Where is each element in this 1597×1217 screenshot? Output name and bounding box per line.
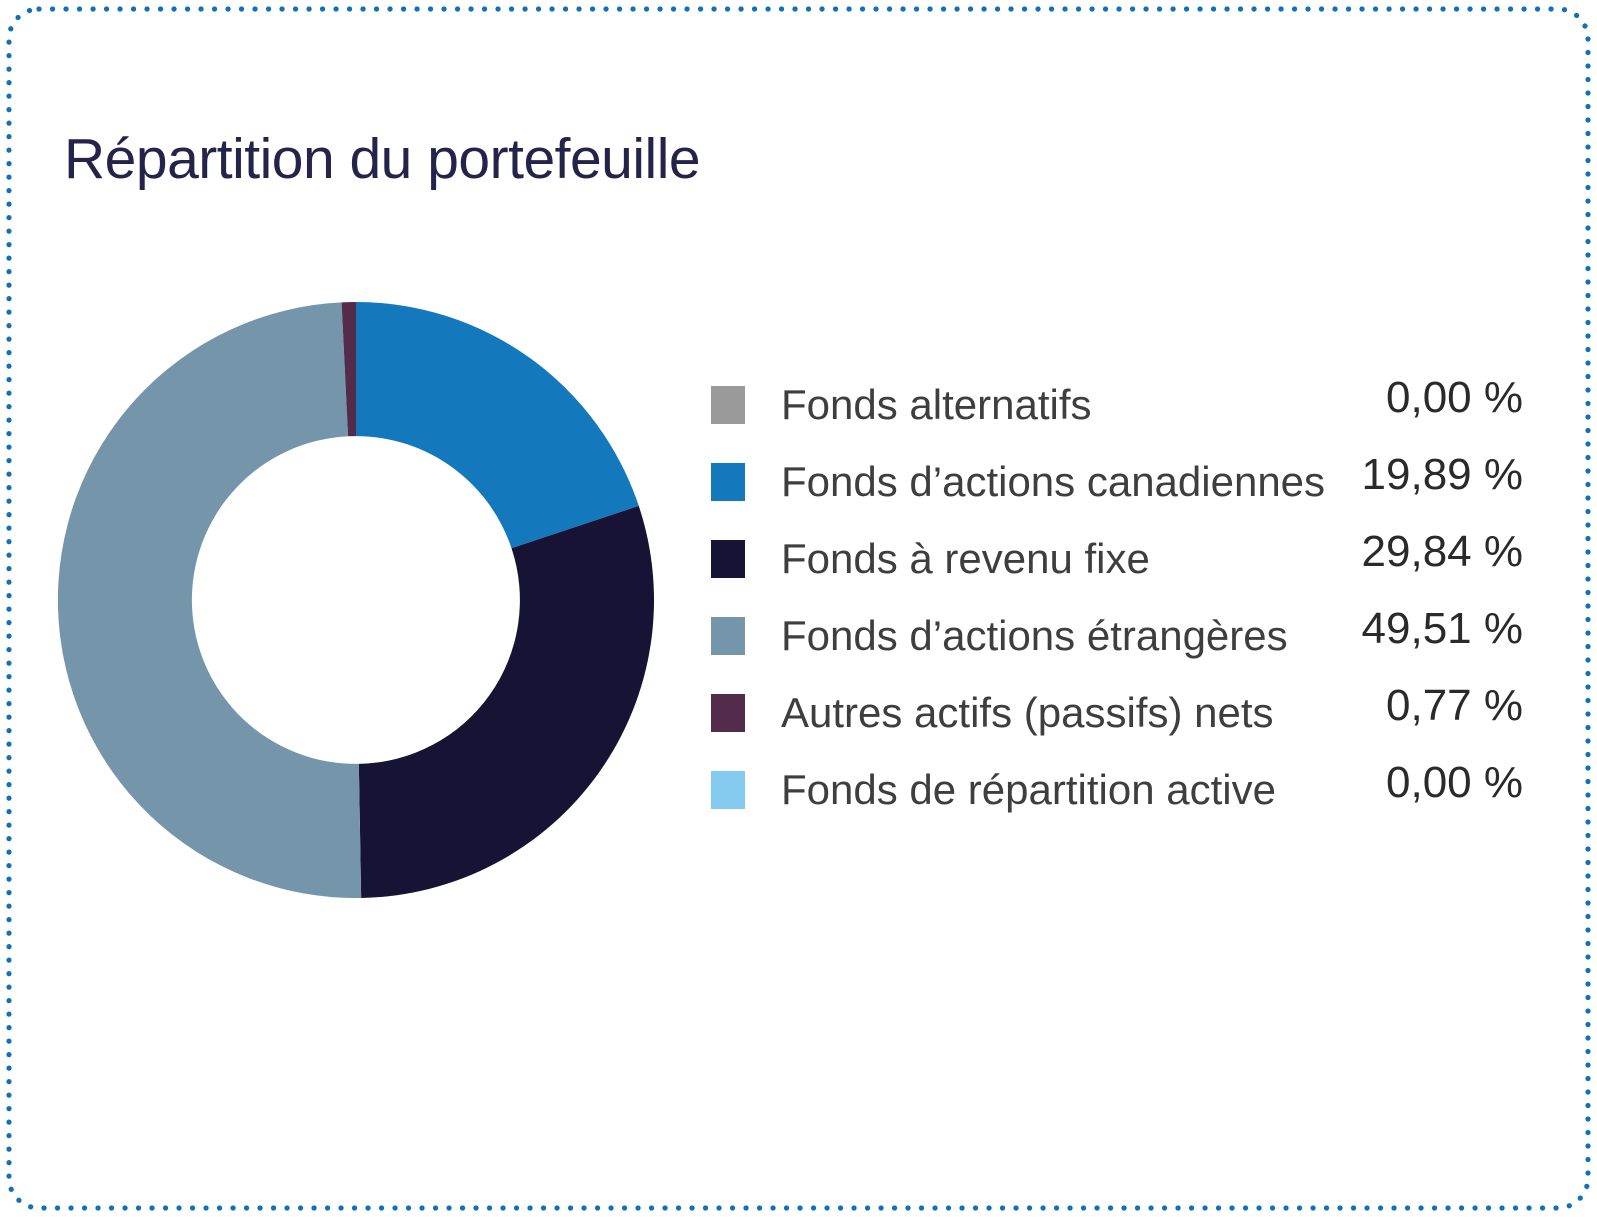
legend-value-3: 49,51 % (1361, 603, 1523, 653)
legend-swatch-2 (711, 539, 745, 578)
legend-label-4: Autres actifs (passifs) nets (781, 688, 1274, 736)
legend-row-2: Fonds à revenu fixe 29,84 % (711, 520, 1523, 597)
legend-label-1: Fonds d’actions canadiennes (781, 457, 1326, 505)
legend-label-2: Fonds à revenu fixe (781, 534, 1150, 582)
legend-row-3: Fonds d’actions étrangères 49,51 % (711, 597, 1523, 674)
portfolio-donut-chart (57, 302, 655, 899)
chart-legend: Fonds alternatifs 0,00 % Fonds d’actions c… (711, 366, 1523, 828)
page-title: Répartition du portefeuille (64, 127, 701, 191)
legend-value-1: 19,89 % (1361, 449, 1523, 499)
donut-slice-2 (358, 505, 655, 898)
legend-value-2: 29,84 % (1361, 526, 1523, 576)
legend-value-4: 0,77 % (1386, 680, 1523, 730)
legend-label-5: Fonds de répartition active (781, 765, 1276, 813)
legend-swatch-0 (711, 385, 745, 424)
legend-row-0: Fonds alternatifs 0,00 % (711, 366, 1523, 443)
legend-row-5: Fonds de répartition active 0,00 % (711, 751, 1523, 828)
donut-slice-4 (341, 302, 356, 437)
legend-label-0: Fonds alternatifs (781, 380, 1092, 428)
donut-slice-3 (57, 302, 362, 899)
legend-value-5: 0,00 % (1386, 757, 1523, 807)
legend-swatch-5 (711, 770, 745, 809)
legend-row-1: Fonds d’actions canadiennes 19,89 % (711, 443, 1523, 520)
legend-swatch-3 (711, 616, 745, 655)
donut-slice-1 (356, 302, 639, 549)
legend-label-3: Fonds d’actions étrangères (781, 611, 1288, 659)
legend-row-4: Autres actifs (passifs) nets 0,77 % (711, 674, 1523, 751)
legend-value-0: 0,00 % (1386, 372, 1523, 422)
legend-swatch-1 (711, 462, 745, 501)
legend-swatch-4 (711, 693, 745, 732)
